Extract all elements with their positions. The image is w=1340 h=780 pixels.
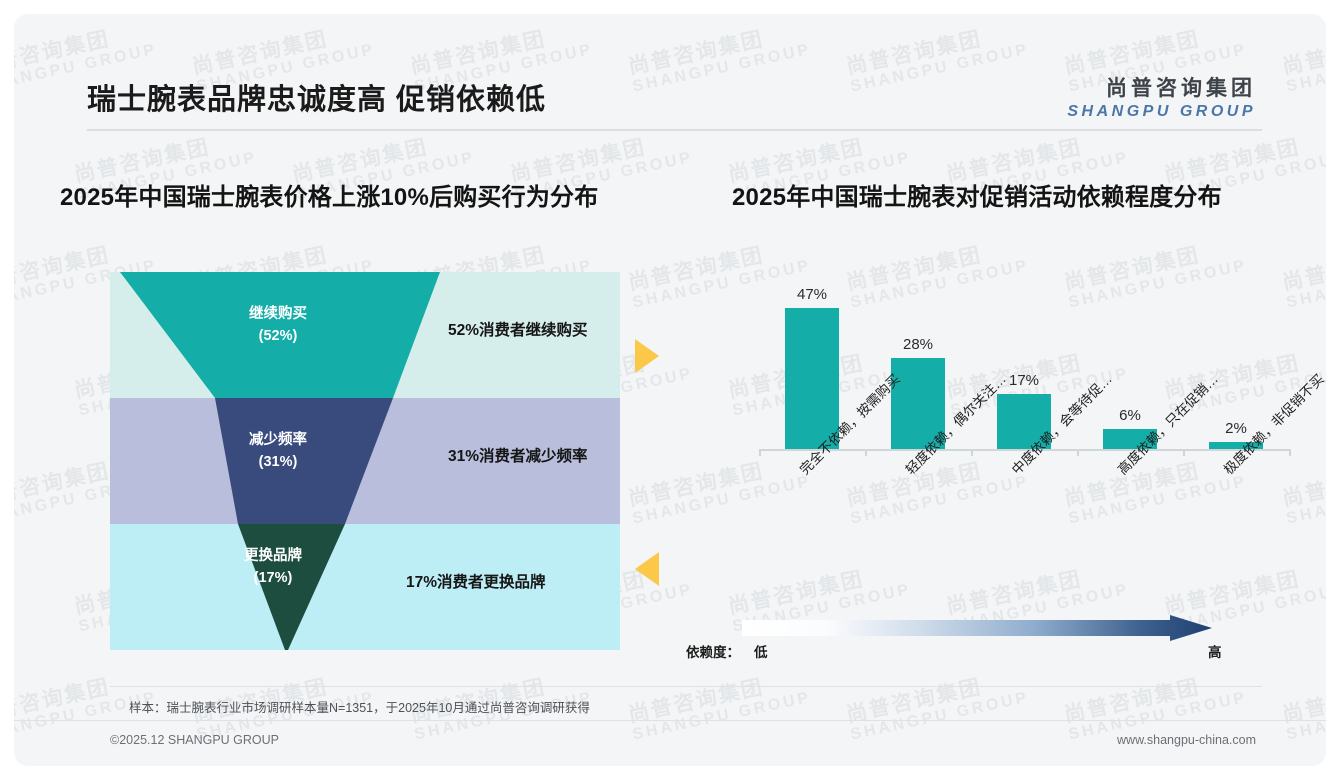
funnel-band: 更换品牌 (17%) 17%消费者更换品牌	[110, 524, 620, 650]
funnel-segment-value: (31%)	[258, 453, 298, 470]
logo-chinese-text: 尚普咨询集团	[1106, 77, 1256, 100]
funnel-segment-label: 更换品牌 (17%)	[218, 546, 328, 590]
x-axis-tick	[1183, 449, 1185, 456]
legend-title: 依赖度：	[686, 645, 740, 660]
header-divider	[87, 129, 1262, 131]
slide-canvas: 尚普咨询集团 SHANGPU GROUP 尚普咨询集团 SHANGPU GROUP 尚普…	[14, 14, 1326, 766]
funnel-band-background	[110, 524, 620, 650]
play-left-triangle-icon	[635, 552, 659, 586]
funnel-segment-note: 31%消费者减少频率	[448, 448, 588, 465]
funnel-shape	[120, 272, 440, 650]
bar-value-label: 2%	[1225, 420, 1247, 438]
funnel-segment-label: 减少频率 (31%)	[218, 430, 338, 474]
sample-footnote: 样本：瑞士腕表行业市场调研样本量N=1351，于2025年10月通过尚普咨询调研…	[129, 701, 590, 715]
funnel-segment-value: (17%)	[253, 569, 293, 586]
bar-value-label: 6%	[1119, 407, 1141, 425]
funnel-segment-label: 继续购买 (52%)	[218, 304, 338, 348]
bar-column: 6%	[1103, 286, 1157, 449]
funnel-segment-shape	[120, 272, 440, 398]
brand-logo: 尚普咨询集团 SHANGPU GROUP	[1067, 72, 1256, 121]
bar-rect	[1209, 442, 1263, 449]
funnel-segment-value: (52%)	[258, 327, 298, 344]
dependency-gradient-legend: 依赖度： 低 高	[686, 609, 1266, 669]
page-title: 瑞士腕表品牌忠诚度高 促销依赖低	[87, 84, 547, 116]
bar-column: 47%	[785, 286, 839, 449]
funnel-segment-name: 继续购买	[249, 306, 307, 322]
footer-copyright: ©2025.12 SHANGPU GROUP	[110, 733, 279, 747]
funnel-segment-name: 更换品牌	[244, 548, 302, 564]
footnote-divider	[110, 686, 1262, 687]
footer-website: www.shangpu-china.com	[1117, 733, 1256, 747]
x-axis-tick	[1289, 449, 1291, 456]
x-axis-tick	[1077, 449, 1079, 456]
funnel-segment-note: 52%消费者继续购买	[448, 322, 588, 339]
x-axis-tick	[865, 449, 867, 456]
bar-value-label: 17%	[1008, 371, 1040, 389]
funnel-segment-name: 减少频率	[249, 432, 307, 448]
legend-low-label: 低	[754, 645, 768, 660]
x-axis-tick	[971, 449, 973, 456]
x-axis-line	[759, 449, 1289, 451]
funnel-segment-shape	[215, 398, 393, 524]
bar-column: 2%	[1209, 286, 1263, 449]
funnel-segment-note: 17%消费者更换品牌	[406, 574, 546, 591]
x-axis-tick	[759, 449, 761, 456]
gradient-arrow-icon	[742, 615, 1212, 641]
dependency-bar-chart: 47% 28% 17% 6% 2% 完全不依赖，按需购买 轻度依赖，偶尔关注… 中度依赖，会…	[714, 276, 1326, 606]
bar-value-label: 47%	[796, 286, 828, 303]
right-chart-title: 2025年中国瑞士腕表对促销活动依赖程度分布	[732, 184, 1222, 211]
bar-rect	[1103, 429, 1157, 449]
footer-divider	[14, 720, 1326, 721]
bar-rect	[785, 308, 839, 449]
funnel-chart: 继续购买 (52%) 52%消费者继续购买 减少频率 (31%) 31%消费者减…	[110, 272, 620, 650]
left-chart-title: 2025年中国瑞士腕表价格上涨10%后购买行为分布	[60, 184, 599, 211]
bar-rect	[997, 393, 1051, 449]
bar-column: 17%	[997, 286, 1051, 449]
play-right-triangle-icon	[635, 339, 659, 373]
slide-header: 瑞士腕表品牌忠诚度高 促销依赖低 尚普咨询集团 SHANGPU GROUP	[14, 14, 1326, 131]
logo-english-text: SHANGPU GROUP	[1067, 103, 1256, 120]
bar-plot-area: 47% 28% 17% 6% 2%	[759, 286, 1289, 449]
bar-value-label: 28%	[902, 335, 934, 353]
legend-high-label: 高	[1208, 645, 1222, 660]
bar-rect	[891, 357, 945, 449]
funnel-segment-shape	[238, 524, 345, 650]
bar-column: 28%	[891, 286, 945, 449]
